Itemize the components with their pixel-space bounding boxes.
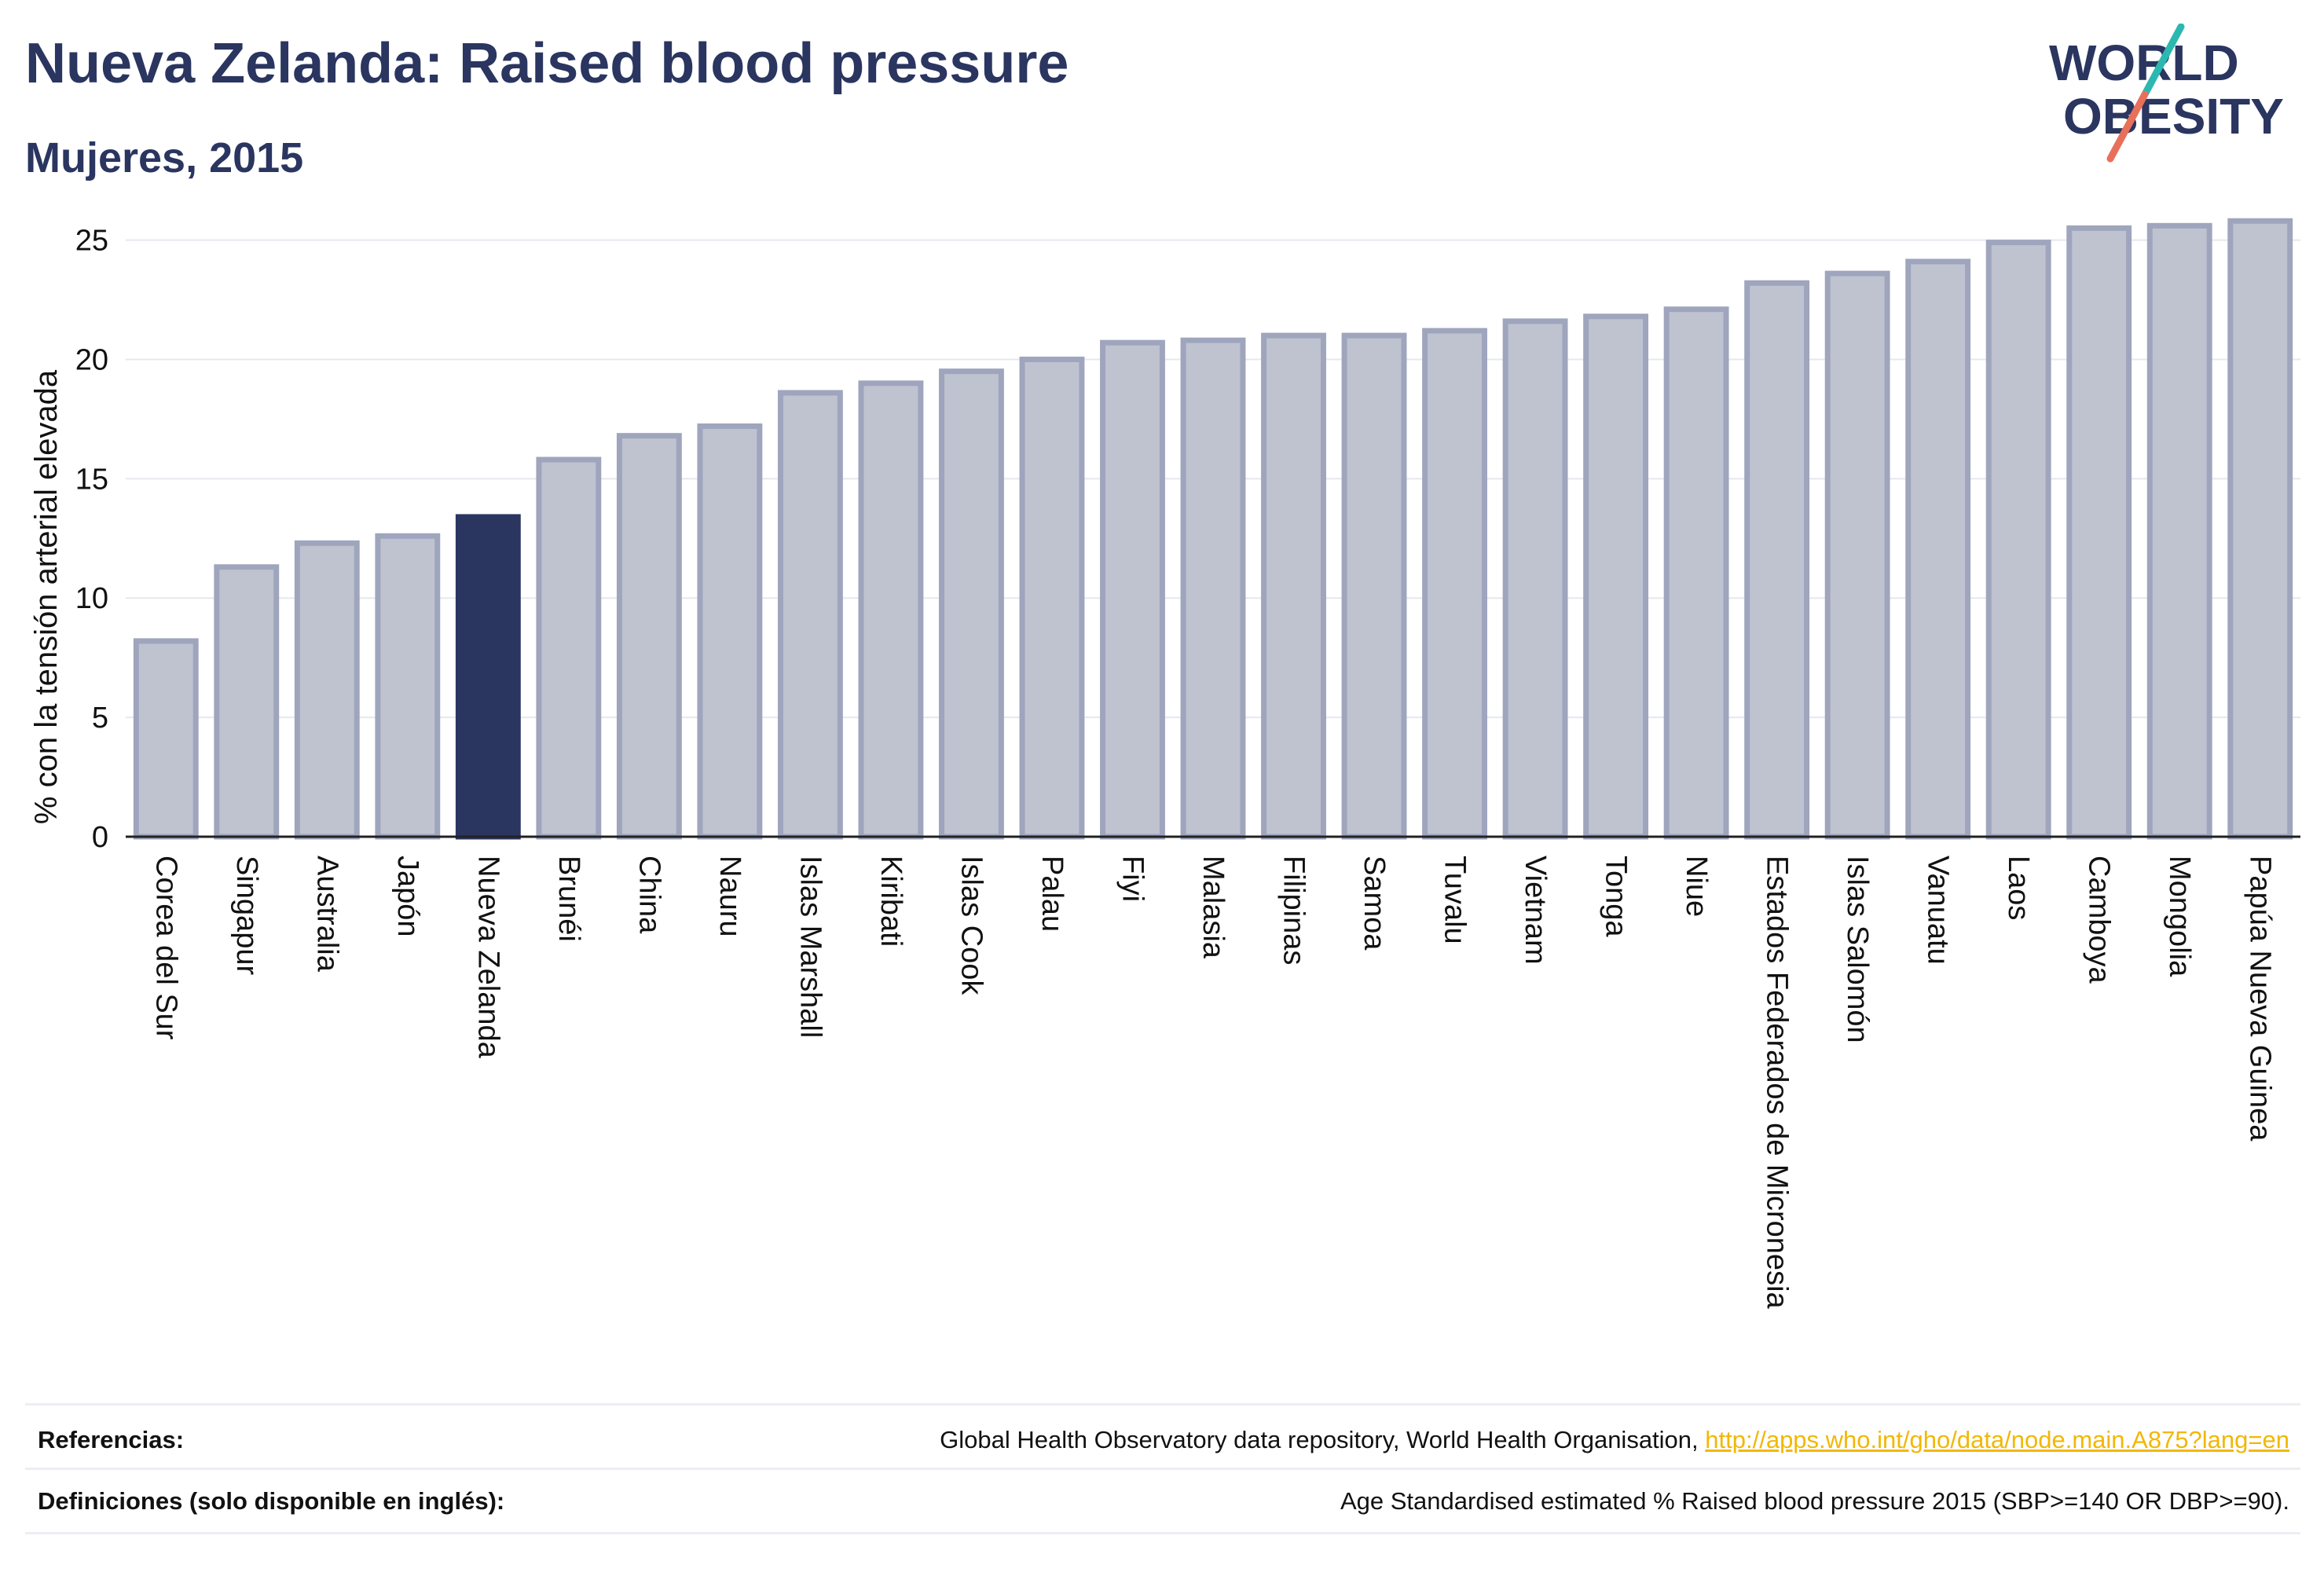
bar — [777, 390, 843, 840]
x-tick-label: Laos — [2002, 856, 2035, 920]
bar — [536, 456, 602, 840]
x-tick-label: Tonga — [1600, 856, 1633, 937]
x-tick-label: Filipinas — [1277, 856, 1310, 965]
bar-chart: 0 5 10 15 20 25 Corea del Sur Singapur Australia… — [29, 218, 2300, 1310]
x-tick-label: Fiyi — [1116, 856, 1149, 902]
references-value: Global Health Observatory data repositor… — [940, 1426, 2289, 1454]
x-tick-label: Japón — [391, 856, 424, 937]
logo-slash-teal — [2141, 24, 2185, 98]
chart-title: Nueva Zelanda: Raised blood pressure — [25, 32, 1069, 95]
references-link[interactable]: http://apps.who.int/gho/data/node.main.A… — [1705, 1426, 2289, 1453]
x-tick-label: Nueva Zelanda — [471, 856, 504, 1059]
bar — [2227, 218, 2293, 840]
x-tick-label: Samoa — [1358, 856, 1391, 951]
x-tick-label: Vanuatu — [1922, 856, 1955, 965]
bar — [2066, 225, 2132, 840]
bar — [1341, 332, 1407, 840]
x-tick-label: Papúa Nueva Guinea — [2244, 856, 2277, 1142]
x-tick-label: Islas Marshall — [794, 856, 827, 1038]
y-tick-label: 15 — [75, 463, 108, 496]
bar — [1905, 258, 1971, 840]
footer-divider-bottom — [25, 1532, 2300, 1534]
bar — [1180, 337, 1246, 840]
definitions-value: Age Standardised estimated % Raised bloo… — [1340, 1487, 2289, 1515]
bar — [1583, 313, 1649, 840]
y-tick-label: 0 — [92, 821, 108, 854]
bar — [697, 423, 763, 840]
bars — [133, 218, 2293, 840]
bar — [2146, 222, 2212, 840]
logo-slash-coral — [2106, 90, 2149, 163]
x-tick-label: Australia — [310, 856, 343, 973]
world-obesity-logo: WORLD OBESITY — [2049, 24, 2284, 163]
bar — [375, 533, 441, 840]
y-tick-label: 20 — [75, 343, 108, 376]
x-tick-label: Vietnam — [1519, 856, 1552, 965]
bar — [939, 368, 1004, 840]
x-tick-label: Malasia — [1197, 856, 1230, 959]
bar — [1744, 280, 1810, 840]
y-tick-label: 25 — [75, 225, 108, 258]
references-label: Referencias: — [38, 1426, 185, 1453]
x-tick-label: Estados Federados de Micronesia — [1761, 856, 1794, 1310]
x-tick-label: Mongolia — [2163, 856, 2196, 977]
footer-divider-top — [25, 1403, 2300, 1406]
bar — [1261, 332, 1326, 840]
bar — [1502, 318, 1568, 840]
logo-line2: OBESITY — [2063, 88, 2284, 145]
x-tick-label: Tuvalu — [1439, 856, 1472, 944]
bar — [214, 564, 280, 840]
x-tick-label: Islas Salomón — [1841, 856, 1874, 1043]
bar — [858, 380, 924, 840]
x-tick-label: Camboya — [2083, 856, 2116, 984]
x-tick-label: Niue — [1680, 856, 1713, 917]
bar — [616, 433, 682, 840]
bar — [1422, 328, 1487, 840]
x-tick-label: Corea del Sur — [149, 856, 182, 1040]
bar — [1663, 306, 1729, 840]
x-tick-label: Palau — [1036, 856, 1069, 932]
x-tick-label: Islas Cook — [955, 856, 988, 995]
chart-subtitle: Mujeres, 2015 — [25, 134, 304, 181]
x-tick-label: Singapur — [230, 856, 263, 975]
bar — [133, 638, 199, 840]
y-tick-label: 5 — [92, 702, 108, 735]
bar — [1100, 339, 1165, 840]
bar — [1985, 240, 2051, 840]
x-tick-label: Brunéi — [552, 856, 585, 942]
bar — [1019, 356, 1085, 840]
logo-line1: WORLD — [2049, 35, 2239, 91]
definitions-label: Definiciones (solo disponible en inglés)… — [38, 1487, 505, 1515]
footer-divider-middle — [25, 1468, 2300, 1470]
x-tick-label: China — [632, 856, 665, 934]
bar — [294, 540, 360, 840]
bar-highlighted — [455, 514, 521, 840]
y-tick-label: 10 — [75, 582, 108, 615]
x-tick-label: Nauru — [713, 856, 746, 937]
y-axis-label: % con la tensión arterial elevada — [29, 369, 64, 824]
x-tick-label: Kiribati — [874, 856, 907, 947]
axes: 0 5 10 15 20 25 Corea del Sur Singapur Australia… — [75, 225, 2300, 1310]
references-text: Global Health Observatory data repositor… — [940, 1426, 1699, 1453]
bar — [1824, 270, 1890, 840]
